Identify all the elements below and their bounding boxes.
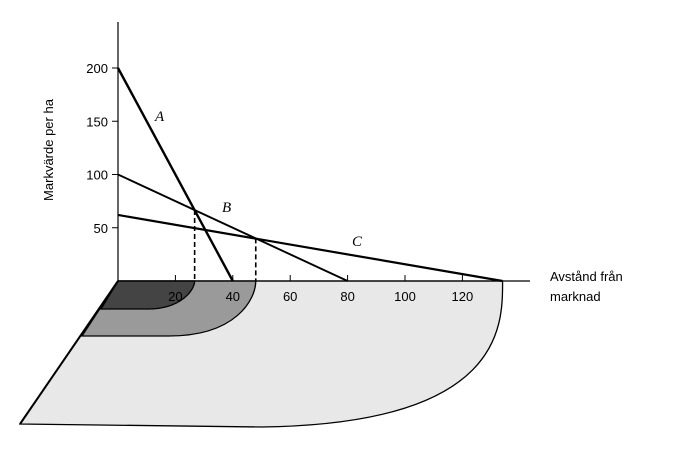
y-tick-label: 200 (86, 61, 108, 76)
x-tick-label: 60 (283, 289, 297, 304)
land-use-zones (18, 280, 504, 428)
series-line-C (117, 213, 503, 283)
x-tick-label: 40 (226, 289, 240, 304)
x-tick-label: 100 (394, 289, 416, 304)
y-axis-label: Markvärde per ha (41, 98, 56, 201)
bid-rent-lines (116, 67, 503, 283)
y-tick-label: 50 (94, 221, 108, 236)
y-tick-label: 100 (86, 168, 108, 183)
x-tick-label: 120 (452, 289, 474, 304)
zone-edge (19, 280, 119, 425)
series-label-C: C (352, 234, 363, 250)
x-tick-label: 20 (168, 289, 182, 304)
series-label-B: B (222, 200, 231, 216)
x-tick-label: 80 (340, 289, 354, 304)
series-label-A: A (154, 109, 165, 125)
intersection-guides (193, 209, 257, 281)
x-axis-label-line1: Avstånd från (550, 269, 623, 284)
axes (112, 22, 530, 282)
series-line-B (117, 173, 348, 282)
y-tick-label: 150 (86, 114, 108, 129)
x-axis-label-line2: marknad (550, 289, 601, 304)
zone-A (99, 280, 196, 310)
chart-labels: 50 100 150 200 20 40 60 80 100 120 A B C (86, 61, 473, 304)
zone-C (18, 280, 504, 428)
series-line-A (116, 67, 234, 282)
